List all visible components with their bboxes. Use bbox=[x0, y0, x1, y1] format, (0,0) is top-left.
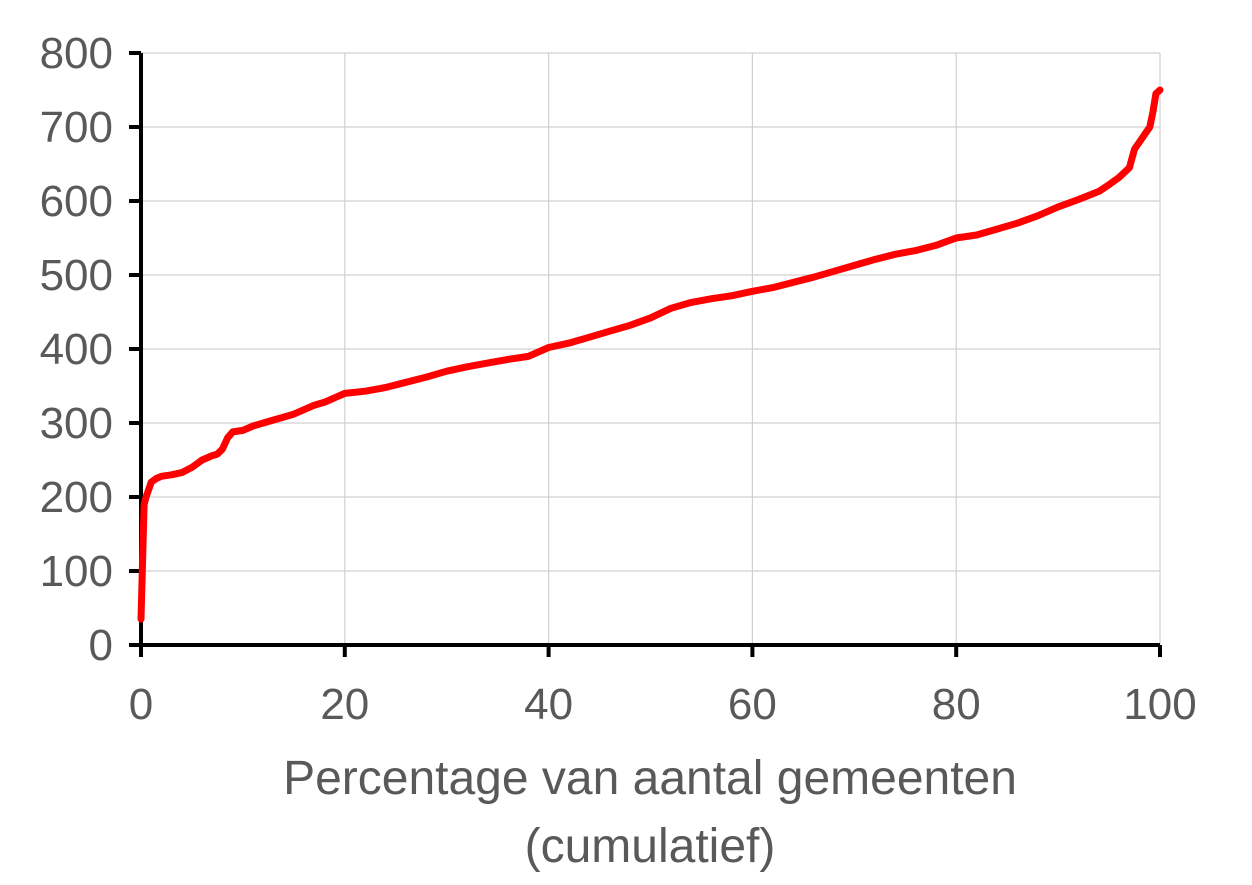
x-axis-title-line-2: (cumulatief) bbox=[525, 820, 776, 873]
y-tick-label-100: 100 bbox=[40, 547, 113, 596]
y-tick-label-200: 200 bbox=[40, 473, 113, 522]
x-axis-title-line-1: Percentage van aantal gemeenten bbox=[283, 752, 1017, 805]
y-tick-label-600: 600 bbox=[40, 177, 113, 226]
x-tick-label-80: 80 bbox=[932, 680, 981, 729]
y-tick-label-700: 700 bbox=[40, 103, 113, 152]
x-tick-label-100: 100 bbox=[1123, 680, 1196, 729]
x-tick-label-20: 20 bbox=[320, 680, 369, 729]
x-tick-label-0: 0 bbox=[129, 680, 153, 729]
x-tick-labels: 0 20 40 60 80 100 bbox=[129, 680, 1197, 729]
series-line-0 bbox=[137, 86, 1164, 623]
y-tick-labels: 0 100 200 300 400 500 600 700 800 bbox=[40, 29, 113, 670]
x-tick-label-60: 60 bbox=[728, 680, 777, 729]
y-tick-label-300: 300 bbox=[40, 399, 113, 448]
y-tick-label-800: 800 bbox=[40, 29, 113, 78]
y-tick-label-500: 500 bbox=[40, 251, 113, 300]
axes bbox=[129, 51, 1162, 657]
series-layer bbox=[137, 86, 1164, 623]
y-tick-label-0: 0 bbox=[89, 621, 113, 670]
grid-lines bbox=[141, 52, 1161, 645]
x-tick-label-40: 40 bbox=[524, 680, 573, 729]
y-tick-label-400: 400 bbox=[40, 325, 113, 374]
